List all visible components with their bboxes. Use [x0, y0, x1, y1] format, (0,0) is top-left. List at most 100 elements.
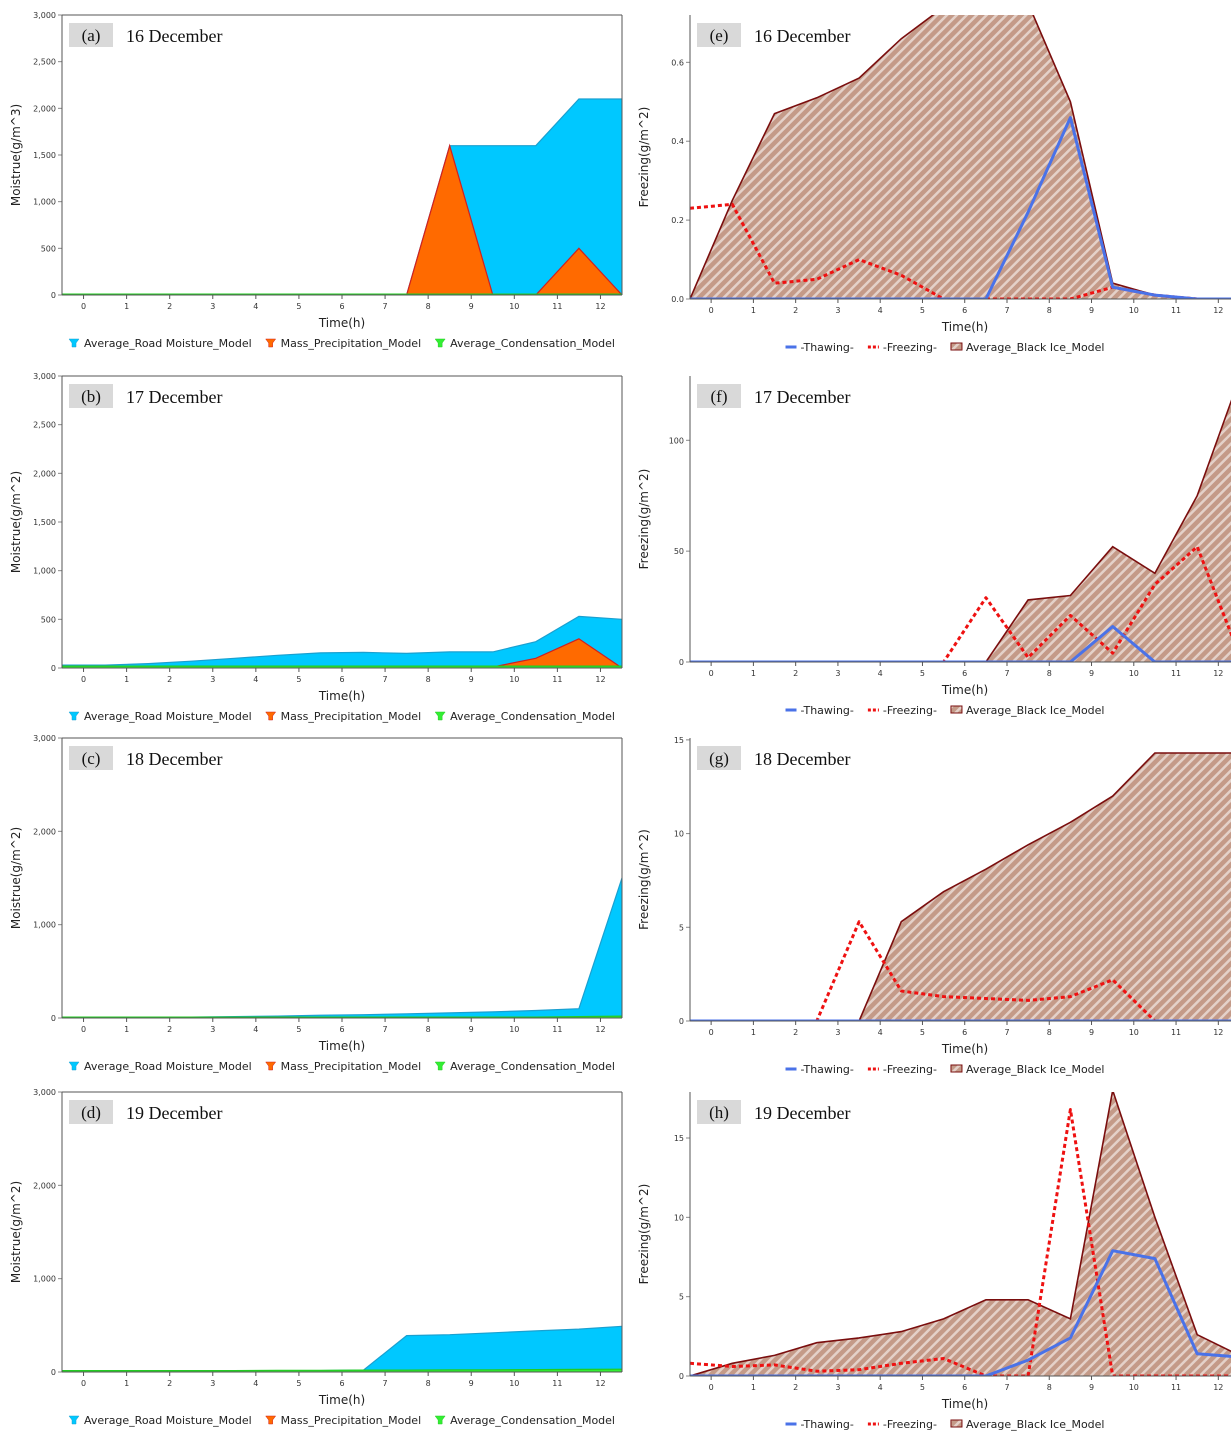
x-tick-label: 6 [962, 1028, 967, 1037]
y-tick-label: 1,000 [33, 921, 56, 930]
area-line [62, 638, 622, 668]
x-tick-label: 11 [1171, 1028, 1181, 1037]
x-tick-label: 6 [962, 669, 967, 678]
x-tick-label: 4 [878, 1028, 883, 1037]
x-tick-label: 5 [920, 1383, 925, 1392]
x-tick-label: 5 [920, 306, 925, 315]
x-axis-title: Time(h) [941, 1397, 988, 1411]
legend-swatch [68, 1061, 80, 1071]
legend-swatch [434, 1415, 446, 1425]
x-tick-label: 9 [1089, 669, 1094, 678]
legend-label: -Freezing- [883, 704, 937, 717]
x-tick-label: 9 [469, 1379, 474, 1388]
legend: Average_Road Moisture_Model Mass_Precipit… [68, 1060, 615, 1073]
legend-item: Mass_Precipitation_Model [265, 337, 421, 350]
x-tick-label: 7 [1004, 669, 1009, 678]
y-tick-label: 2,500 [33, 421, 56, 430]
x-tick-label: 10 [509, 1379, 519, 1388]
panel-label-box [69, 23, 113, 47]
x-tick-label: 7 [383, 675, 388, 684]
y-tick-label: 500 [41, 615, 56, 624]
x-tick-label: 4 [253, 675, 258, 684]
legend-label: Average_Black Ice_Model [966, 1063, 1105, 1076]
panel-label: (b) [81, 387, 101, 406]
legend-swatch [68, 711, 80, 721]
x-tick-label: 0 [81, 1379, 86, 1388]
x-tick-label: 9 [469, 302, 474, 311]
legend-item: Average_Condensation_Model [434, 1060, 615, 1073]
legend-item: Average_Road Moisture_Model [68, 1060, 252, 1073]
x-tick-label: 3 [210, 675, 215, 684]
x-tick-label: 3 [835, 306, 840, 315]
x-tick-label: 11 [552, 1379, 562, 1388]
legend-swatch [265, 1061, 277, 1071]
y-tick-label: 0 [679, 658, 684, 667]
x-tick-label: 9 [1089, 1028, 1094, 1037]
panel-label-box [69, 746, 113, 770]
area-line [62, 1015, 622, 1018]
panel: 0.00.20.40.60 1 2 3 4 5 6 7 8 9 10 11 12(e) 16 Decemb… [637, 15, 1231, 354]
y-axis-title: Freezing(g/m^2) [637, 1184, 651, 1285]
x-tick-label: 6 [962, 306, 967, 315]
legend: -Thawing- -Freezing- Average_Black Ice_Mod… [785, 704, 1105, 717]
x-tick-label: 11 [1171, 669, 1181, 678]
x-tick-label: 10 [1129, 669, 1139, 678]
x-tick-label: 4 [253, 302, 258, 311]
legend: -Thawing- -Freezing- Average_Black Ice_Mod… [785, 341, 1104, 354]
panel-label: (e) [710, 26, 729, 45]
legend-item: Average_Road Moisture_Model [68, 1414, 252, 1427]
y-tick-label: 2,500 [33, 58, 56, 67]
legend-item: -Freezing- [867, 1418, 937, 1431]
panel-title: 19 December [754, 1103, 850, 1123]
x-tick-label: 4 [878, 669, 883, 678]
y-axis-title: Freezing(g/m^2) [637, 469, 651, 570]
x-tick-label: 8 [426, 1379, 431, 1388]
x-tick-label: 11 [1171, 1383, 1181, 1392]
x-tick-label: 0 [709, 1028, 714, 1037]
x-tick-label: 1 [751, 1383, 756, 1392]
x-tick-label: 8 [1047, 306, 1052, 315]
x-tick-label: 8 [426, 302, 431, 311]
y-tick-label: 3,000 [33, 1088, 56, 1097]
x-tick-label: 10 [509, 675, 519, 684]
y-tick-label: 2,000 [33, 104, 56, 113]
legend-label: Average_Black Ice_Model [966, 704, 1105, 717]
panel-label: (a) [82, 26, 101, 45]
y-tick-label: 100 [669, 436, 684, 445]
area-fill [690, 401, 1231, 662]
x-tick-label: 1 [751, 306, 756, 315]
x-tick-label: 4 [878, 1383, 883, 1392]
y-axis-title: Moistrue(g/m^3) [9, 104, 23, 206]
legend-label: -Thawing- [801, 341, 854, 354]
panel-title: 18 December [126, 749, 222, 769]
line [690, 1249, 1231, 1376]
legend-item: Average_Condensation_Model [434, 1414, 615, 1427]
legend-swatch [950, 705, 963, 714]
plot-area [62, 1092, 622, 1372]
x-tick-label: 2 [793, 1028, 798, 1037]
area-fill [690, 15, 1231, 299]
x-tick-label: 1 [124, 302, 129, 311]
legend-label: Average_Road Moisture_Model [84, 1060, 252, 1073]
x-tick-label: 7 [383, 302, 388, 311]
x-tick-label: 10 [1129, 306, 1139, 315]
area-fill [62, 638, 622, 668]
area-fill [62, 1326, 622, 1372]
legend-label: Mass_Precipitation_Model [281, 1414, 421, 1427]
legend-item: Average_Road Moisture_Model [68, 337, 252, 350]
legend-item: Average_Condensation_Model [434, 710, 615, 723]
legend-swatch [434, 338, 446, 348]
legend-item: Mass_Precipitation_Model [265, 1414, 421, 1427]
x-tick-label: 3 [835, 1028, 840, 1037]
legend: Average_Road Moisture_Model Mass_Precipit… [68, 710, 615, 723]
panel-title: 18 December [754, 749, 850, 769]
x-axis-title: Time(h) [318, 689, 365, 703]
x-tick-label: 2 [167, 1025, 172, 1034]
x-axis-title: Time(h) [941, 320, 988, 334]
x-tick-label: 6 [339, 1025, 344, 1034]
x-tick-label: 11 [552, 1025, 562, 1034]
x-tick-label: 0 [709, 306, 714, 315]
y-axis-title: Freezing(g/m^2) [637, 107, 651, 208]
x-tick-label: 11 [552, 302, 562, 311]
